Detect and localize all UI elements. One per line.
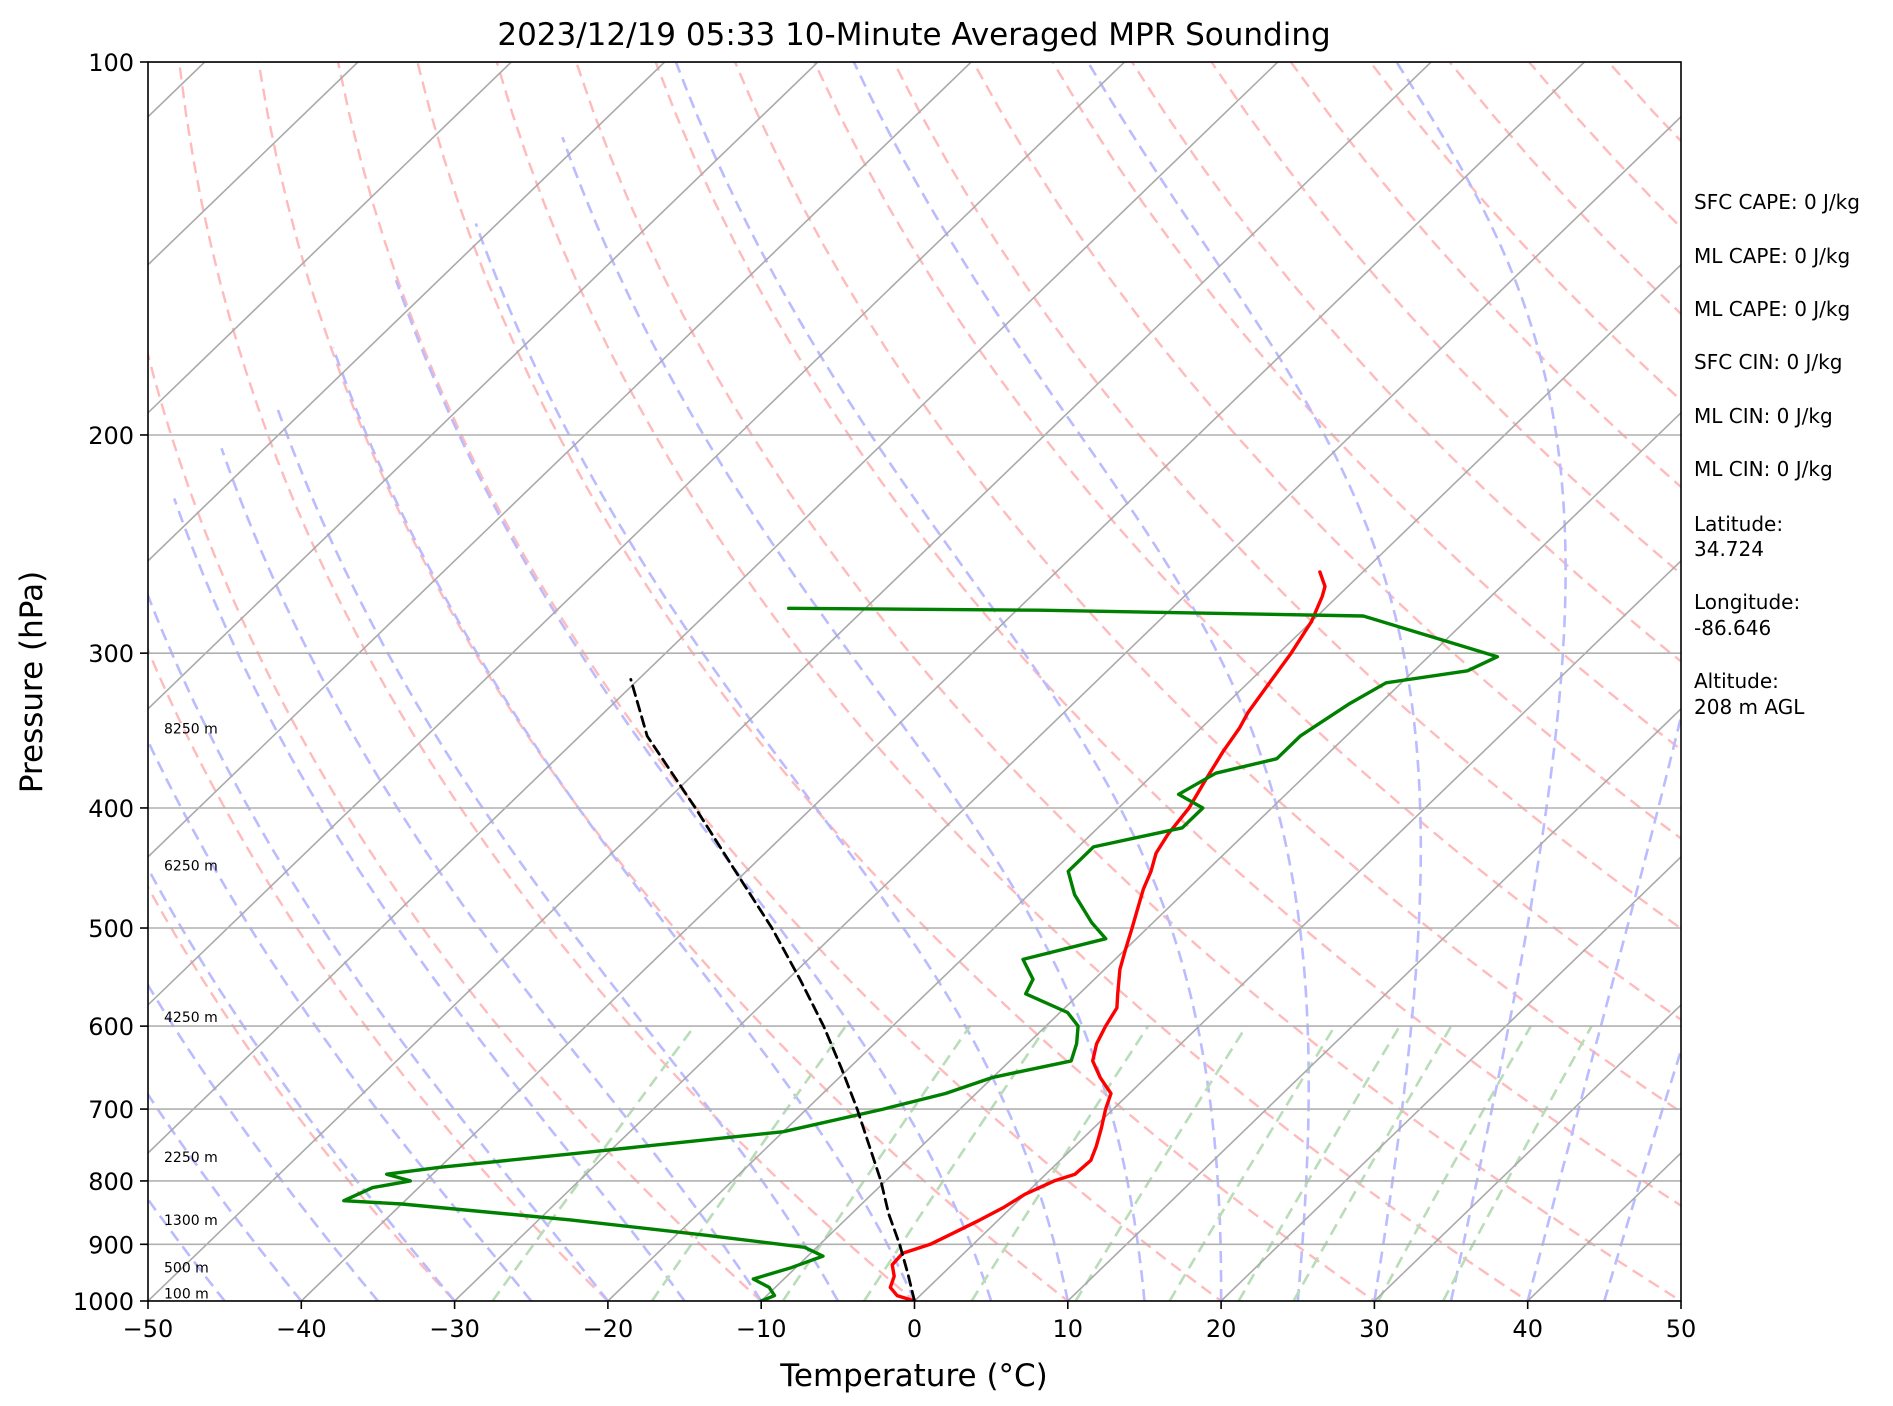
x-tick-label: −30 [429,1315,480,1343]
stat-text: SFC CAPE: 0 J/kg [1694,190,1860,214]
height-label: 100 m [164,1286,209,1302]
moist-adiabat [148,592,609,1301]
dry-adiabat [1130,62,1681,663]
dry-adiabat [148,884,457,1301]
height-label: 1300 m [164,1213,218,1229]
stat-text: 208 m AGL [1694,695,1805,719]
x-tick-label: 40 [1512,1315,1543,1343]
stat-text: ML CAPE: 0 J/kg [1694,297,1850,321]
dry-adiabat [813,62,1681,1022]
stat-text: 34.724 [1694,537,1764,561]
x-tick-label: −10 [736,1315,787,1343]
plot-area [148,62,1681,1301]
y-tick-label: 500 [88,915,134,943]
y-tick-label: 100 [88,49,134,77]
isotherm [148,62,1279,1155]
height-label: 8250 m [164,721,218,737]
x-tick-label: −20 [583,1315,634,1343]
isotherm [148,62,972,859]
dry-adiabat [575,62,1681,1301]
moist-adiabat [172,497,686,1301]
dry-adiabat [148,646,610,1301]
height-label: 500 m [164,1261,209,1277]
x-axis-title: Temperature (°C) [779,1358,1048,1394]
moist-adiabat [1526,711,1681,1301]
moist-adiabat [474,223,1070,1301]
dry-adiabat [416,62,1377,1301]
moist-adiabat [275,406,840,1301]
y-tick-label: 200 [88,422,134,450]
dry-adiabat [336,62,1224,1301]
y-tick-label: 700 [88,1096,134,1124]
parcel-profile [629,678,916,1301]
isotherm [148,62,1432,1301]
isotherm [913,559,1681,1301]
height-label: 6250 m [164,858,218,874]
mixing-ratio-line [650,1025,847,1301]
y-axis-title: Pressure (hPa) [14,571,50,793]
height-labels: 8250 m 6250 m 4250 m 2250 m 1300 m 500 m 100 m [164,721,218,1302]
x-tick-label: −50 [123,1315,174,1343]
stat-text: SFC CIN: 0 J/kg [1694,350,1842,374]
temperature-profile [888,570,1327,1301]
isotherm [300,62,1585,1301]
x-tick-label: 0 [907,1315,922,1343]
isotherm [1067,707,1681,1301]
isotherm [1373,1003,1681,1301]
dry-adiabat [654,62,1681,1208]
sounding-profiles [342,570,1500,1301]
dry-adiabat [1051,62,1681,752]
x-axis: −50 −40 −30 −20 −10 0 10 20 30 40 50 [123,1301,1697,1343]
moist-adiabat [148,982,379,1301]
moist-adiabat [1395,62,1567,1301]
isotherm [607,263,1681,1301]
moist-adiabat [148,1092,303,1301]
moist-adiabat [674,62,1223,1301]
isotherm [148,62,666,562]
x-tick-label: 10 [1053,1315,1084,1343]
stat-text: Latitude: [1694,512,1783,536]
y-tick-label: 300 [88,640,134,668]
x-tick-label: 50 [1666,1315,1697,1343]
stat-text: ML CAPE: 0 J/kg [1694,244,1850,268]
isotherm [148,62,819,710]
moist-adiabat [394,279,993,1301]
y-tick-label: 800 [88,1168,134,1196]
x-tick-label: −40 [276,1315,327,1343]
moist-adiabat [148,1197,226,1301]
isotherm [148,62,1126,1007]
y-tick-label: 900 [88,1231,134,1259]
dry-adiabat [495,62,1530,1301]
moist-adiabat [561,136,1146,1301]
chart-title: 2023/12/19 05:33 10-Minute Averaged MPR … [497,17,1330,53]
stat-text: -86.646 [1694,616,1771,640]
dry-adiabat [148,349,763,1301]
moist-adiabat [852,62,1310,1301]
y-tick-label: 600 [88,1013,134,1041]
isotherm [454,115,1681,1301]
stat-text: ML CIN: 0 J/kg [1694,404,1833,428]
mixing-ratio-line [491,1025,696,1301]
pressure-gridlines [148,62,1681,1301]
y-tick-label: 400 [88,795,134,823]
x-tick-label: 20 [1206,1315,1237,1343]
moist-adiabat [1086,62,1423,1301]
stat-text: Longitude: [1694,590,1800,614]
height-label: 2250 m [164,1150,218,1166]
x-tick-label: 30 [1359,1315,1390,1343]
dry-adiabat [257,62,1070,1301]
height-label: 4250 m [164,1010,218,1026]
sounding-stats: SFC CAPE: 0 J/kg ML CAPE: 0 J/kg ML CAPE: … [1694,190,1860,719]
stat-text: Altitude: [1694,669,1779,693]
moist-adiabat [331,347,916,1301]
stat-text: ML CIN: 0 J/kg [1694,457,1833,481]
dewpoint-profile [342,606,1500,1301]
isotherm [1220,855,1681,1301]
isotherm [148,62,512,414]
moist-adiabat [148,737,533,1301]
y-tick-label: 1000 [73,1288,134,1316]
y-axis: 1000 900 800 700 600 500 400 300 200 100 [73,49,148,1316]
